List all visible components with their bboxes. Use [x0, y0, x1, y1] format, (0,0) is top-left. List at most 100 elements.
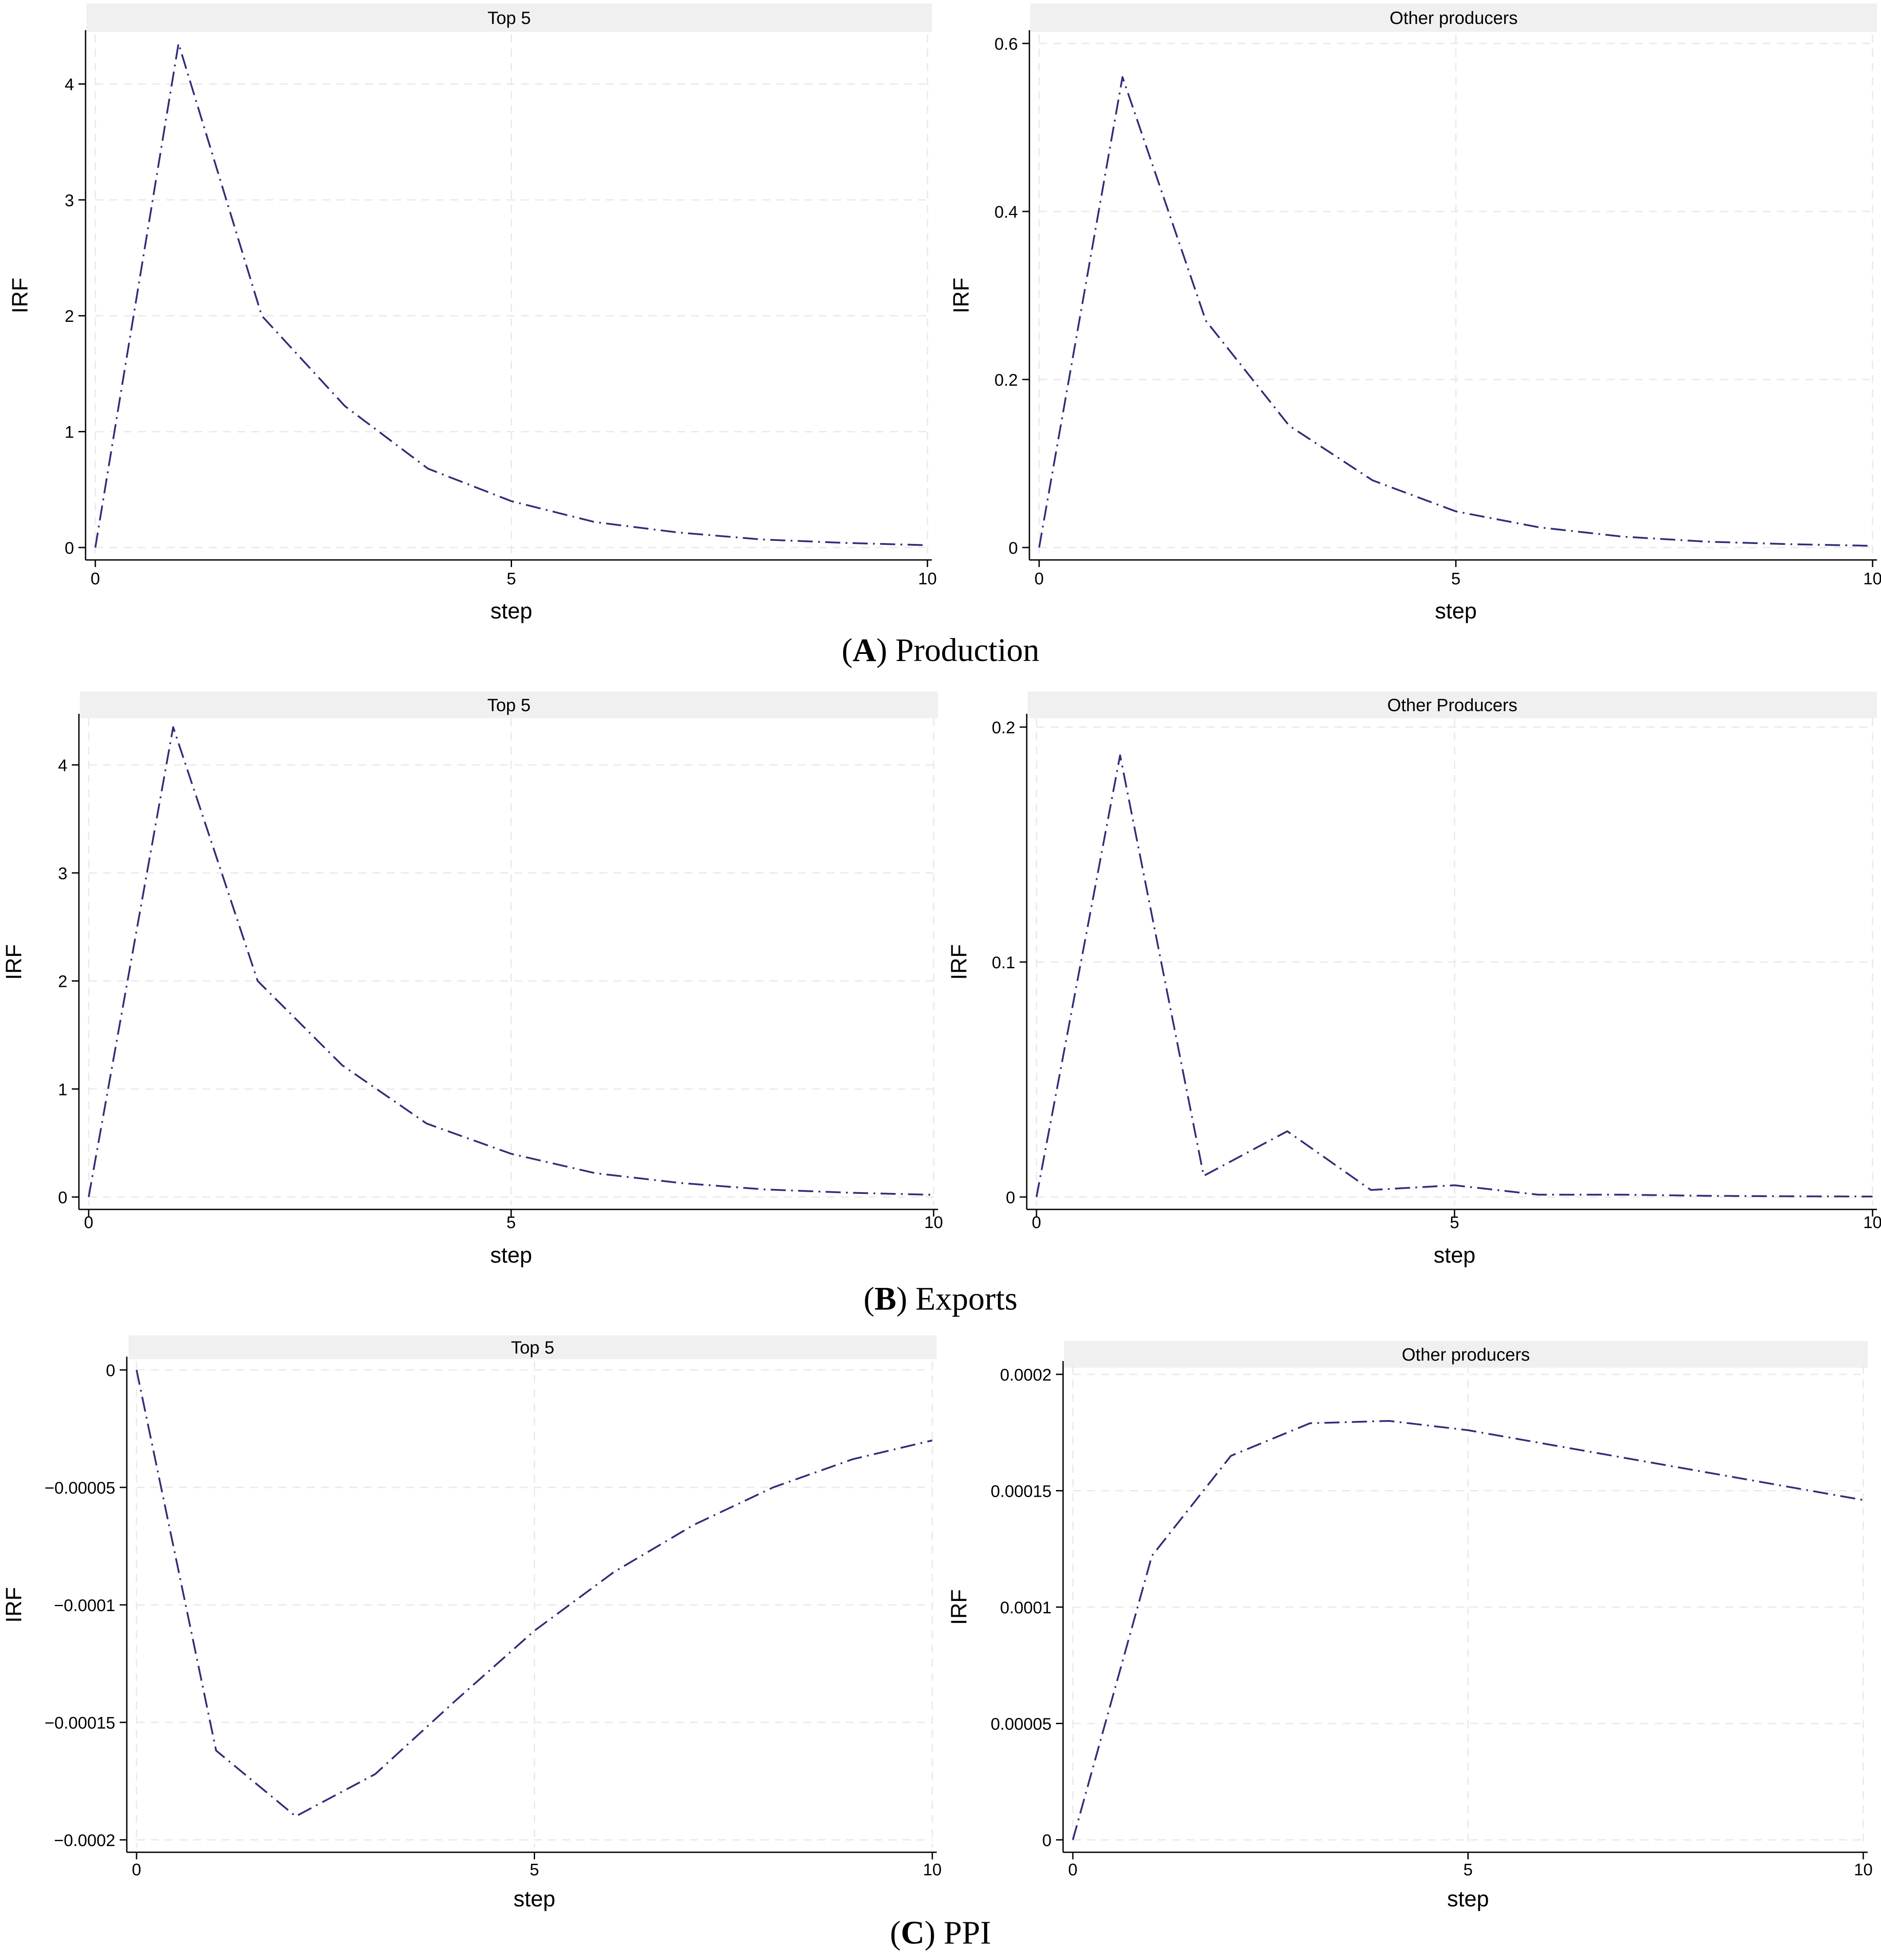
chart-production-other-producers: Other producers 0 0.2 0.4 0.6 0 5 10 step IRF: [949, 4, 1881, 623]
x-axis-title: step: [1447, 1886, 1489, 1911]
x-tick-label: 0: [1034, 570, 1044, 588]
data-point: [1035, 1196, 1038, 1198]
y-tick-label: 0: [106, 1361, 115, 1380]
x-tick-label: 5: [507, 570, 516, 588]
data-point: [692, 1524, 695, 1526]
x-tick-label: 10: [918, 570, 937, 588]
y-tick-label: 0: [1009, 539, 1018, 558]
irf-series-line: [1072, 1420, 1864, 1840]
data-point: [177, 42, 180, 45]
x-tick-label: 10: [924, 1213, 943, 1232]
data-point: [1871, 544, 1874, 547]
y-tick-label: 0.00015: [991, 1483, 1052, 1501]
y-tick-label: 0.0001: [1000, 1599, 1052, 1617]
x-tick-label: 0: [90, 570, 100, 588]
y-tick-label: −0.00005: [44, 1479, 115, 1498]
data-point: [374, 1773, 377, 1776]
x-tick-label: 10: [1854, 1861, 1873, 1879]
data-point: [427, 467, 430, 470]
data-point: [425, 1122, 428, 1125]
data-point: [344, 405, 346, 407]
y-tick-label: 0.4: [994, 203, 1018, 222]
x-axis-title: step: [1435, 599, 1477, 623]
data-point: [593, 520, 596, 523]
data-point: [510, 1153, 512, 1155]
x-tick-label: 5: [506, 1213, 516, 1232]
x-axis-title: step: [490, 599, 532, 623]
data-point: [1467, 1429, 1470, 1432]
data-point: [677, 531, 679, 534]
caption-exports: (B) Exports: [863, 1281, 1018, 1317]
data-point: [1309, 1422, 1311, 1424]
data-point: [1788, 543, 1791, 545]
chart-production-top5: Top 5 0 1 2 3 4 0 5 10 step IRF: [8, 4, 937, 623]
y-axis-title: IRF: [949, 278, 974, 313]
data-point: [1620, 1193, 1623, 1196]
data-point: [1371, 479, 1374, 481]
data-point: [510, 500, 513, 502]
x-tick-label: 10: [923, 1861, 942, 1879]
data-point: [1119, 754, 1122, 757]
x-tick-label: 10: [1863, 1213, 1881, 1232]
x-tick-label: 0: [1032, 1213, 1041, 1232]
irf-series-line: [136, 1369, 933, 1817]
y-tick-label: −0.00015: [44, 1714, 115, 1733]
x-axis-title: step: [490, 1243, 532, 1268]
y-tick-label: 2: [58, 973, 67, 991]
y-tick-label: 3: [65, 192, 74, 210]
y-tick-label: 0.2: [994, 371, 1018, 390]
y-tick-label: 1: [58, 1080, 67, 1099]
chart-exports-top5: Top 5 0 1 2 3 4 0 5 10 step IRF: [1, 692, 943, 1268]
data-point: [852, 1458, 854, 1460]
title-strip: [1030, 4, 1877, 32]
data-point: [1150, 1555, 1153, 1557]
y-tick-label: 2: [65, 307, 74, 326]
data-point: [1783, 1485, 1786, 1487]
panel-title: Other Producers: [1387, 696, 1517, 715]
x-tick-label: 5: [1451, 570, 1460, 588]
data-point: [1286, 1130, 1289, 1133]
caption-text: ) Exports: [896, 1281, 1018, 1317]
data-point: [1538, 526, 1541, 529]
data-point: [172, 726, 175, 728]
data-point: [1625, 1457, 1627, 1459]
x-tick-label: 10: [1863, 570, 1881, 588]
irf-series-line: [1038, 76, 1873, 548]
data-point: [1546, 1443, 1549, 1446]
y-tick-label: 0.0002: [1000, 1366, 1052, 1385]
y-tick-label: 0.6: [994, 35, 1018, 54]
y-tick-label: 1: [65, 423, 74, 442]
caption-production: (A) Production: [841, 632, 1040, 669]
data-point: [94, 546, 97, 549]
y-tick-label: 0: [65, 539, 74, 558]
data-point: [843, 542, 845, 544]
data-point: [1388, 1420, 1390, 1422]
panel-title: Top 5: [511, 1338, 555, 1358]
irf-series-line: [1036, 754, 1873, 1197]
data-point: [1121, 76, 1124, 78]
data-point: [1787, 1195, 1790, 1197]
data-point: [454, 1700, 456, 1702]
y-tick-label: 0: [1006, 1189, 1015, 1207]
caption-text: ) PPI: [924, 1915, 991, 1951]
chart-ppi-top5: Top 5 0 −0.00005 −0.0001 −0.00015 −0.0002 0 5 10…: [1, 1335, 942, 1911]
data-point: [763, 1188, 766, 1191]
y-axis-title: IRF: [8, 278, 32, 313]
data-point: [1230, 1455, 1232, 1457]
data-point: [1871, 1195, 1874, 1198]
data-point: [679, 1181, 681, 1184]
data-point: [1621, 535, 1624, 538]
y-tick-label: −0.0001: [54, 1596, 115, 1615]
caption-letter: C: [901, 1915, 925, 1951]
data-point: [1204, 319, 1207, 322]
panel-title: Other producers: [1402, 1345, 1530, 1365]
data-point: [1369, 1189, 1372, 1191]
y-axis-title: IRF: [1, 944, 26, 980]
data-point: [931, 1439, 934, 1442]
data-point: [1704, 1194, 1707, 1197]
y-axis-title: IRF: [1, 1587, 26, 1623]
x-axis-title: step: [1434, 1243, 1476, 1268]
y-tick-label: 0.1: [992, 954, 1015, 972]
data-point: [772, 1486, 774, 1489]
